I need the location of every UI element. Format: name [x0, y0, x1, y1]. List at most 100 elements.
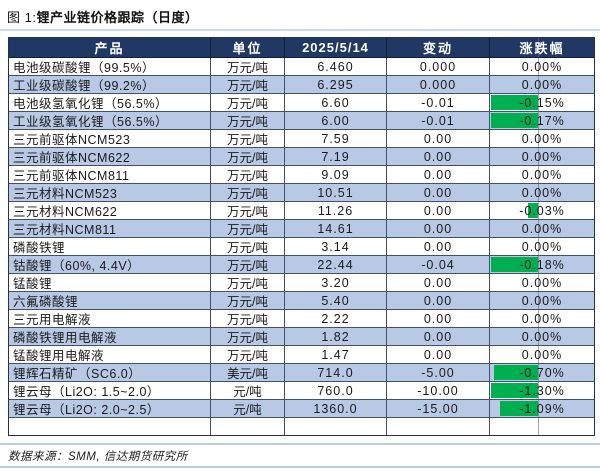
product-cell: 三元用电解液 — [9, 310, 211, 328]
negative-change-bar — [491, 113, 538, 128]
product-cell: 锂云母（Li2O: 2.0~2.5） — [9, 400, 211, 418]
header-change: 变动 — [387, 38, 490, 58]
table-row: 电池级氢氧化锂（56.5%） 万元/吨 6.60 -0.01 -0.15% — [9, 94, 594, 112]
table-row: 六氟磷酸锂 万元/吨 5.40 0.00 0.00% — [9, 292, 594, 310]
change-cell: -15.00 — [387, 400, 490, 418]
product-cell-text: 锂云母（Li2O: 2.0~2.5） — [13, 403, 160, 417]
pct-cell: -0.18% — [490, 256, 594, 274]
price-cell-text: 5.40 — [321, 293, 350, 308]
price-cell-text: 6.00 — [321, 113, 350, 128]
pct-cell-text: 0.00% — [521, 239, 563, 254]
pct-cell: -1.30% — [490, 382, 594, 400]
change-cell: 0.000 — [387, 58, 490, 76]
pct-cell-text: 0.00% — [521, 167, 563, 182]
price-cell: 1.82 — [285, 328, 387, 346]
product-cell: 六氟磷酸锂 — [9, 292, 211, 310]
table-row: 锂云母（Li2O: 2.0~2.5） 元/吨 1360.0 -15.00 -1.09% — [9, 400, 594, 418]
product-cell-text: 锰酸锂用电解液 — [13, 349, 105, 363]
empty-change-cell — [387, 418, 490, 435]
table-row: 三元用电解液 万元/吨 2.22 0.00 0.00% — [9, 310, 594, 328]
pct-cell: -0.15% — [490, 94, 594, 112]
product-cell: 锂辉石精矿（SC6.0） — [9, 364, 211, 382]
product-cell: 三元材料NCM622 — [9, 202, 211, 220]
product-cell-text: 锂云母（Li2O: 1.5~2.0） — [13, 385, 160, 399]
unit-cell-text: 万元/吨 — [227, 115, 268, 129]
pct-cell: -0.70% — [490, 364, 594, 382]
pct-cell-text: 0.00% — [521, 311, 563, 326]
pct-cell: -0.03% — [490, 202, 594, 220]
unit-cell: 万元/吨 — [211, 76, 285, 94]
negative-change-bar — [528, 203, 538, 218]
title-divider — [0, 29, 600, 31]
table-row: 三元前驱体NCM622 万元/吨 7.19 0.00 0.00% — [9, 148, 594, 166]
unit-cell: 万元/吨 — [211, 310, 285, 328]
change-cell-text: 0.00 — [423, 311, 453, 326]
product-cell: 锰酸锂用电解液 — [9, 346, 211, 364]
change-cell: 0.00 — [387, 310, 490, 328]
table-row: 三元材料NCM622 万元/吨 11.26 0.00 -0.03% — [9, 202, 594, 220]
change-cell: 0.00 — [387, 346, 490, 364]
pct-cell-text: -1.30% — [519, 383, 565, 398]
price-cell-text: 7.59 — [321, 131, 350, 146]
price-cell: 6.295 — [285, 76, 387, 94]
empty-product-cell — [9, 418, 211, 435]
product-cell-text: 电池级氢氧化锂（56.5%） — [13, 97, 168, 111]
product-cell: 电池级碳酸锂（99.5%） — [9, 58, 211, 76]
table-row: 工业级氢氧化锂（56.5%） 万元/吨 6.00 -0.01 -0.17% — [9, 112, 594, 130]
unit-cell-text: 元/吨 — [233, 403, 262, 417]
product-cell-text: 三元用电解液 — [13, 313, 92, 327]
product-cell-text: 磷酸铁锂用电解液 — [13, 331, 118, 345]
unit-cell: 万元/吨 — [211, 94, 285, 112]
unit-cell: 美元/吨 — [211, 364, 285, 382]
header-date: 2025/5/14 — [285, 38, 387, 58]
unit-cell-text: 万元/吨 — [227, 151, 268, 165]
pct-cell-text: 0.00% — [521, 149, 563, 164]
product-cell-text: 三元前驱体NCM523 — [13, 133, 131, 147]
unit-cell-text: 万元/吨 — [227, 295, 268, 309]
pct-cell-text: 0.00% — [521, 329, 563, 344]
table-row: 电池级碳酸锂（99.5%） 万元/吨 6.460 0.000 0.00% — [9, 58, 594, 76]
unit-cell: 万元/吨 — [211, 202, 285, 220]
price-cell-text: 22.44 — [317, 257, 354, 272]
pct-cell-text: 0.00% — [521, 185, 563, 200]
price-cell-text: 7.19 — [321, 149, 350, 164]
unit-cell: 元/吨 — [211, 382, 285, 400]
table-row: 三元材料NCM811 万元/吨 14.61 0.00 0.00% — [9, 220, 594, 238]
change-cell: 0.00 — [387, 274, 490, 292]
unit-cell: 万元/吨 — [211, 184, 285, 202]
pct-cell-text: 0.00% — [521, 221, 563, 236]
change-cell-text: 0.00 — [423, 275, 453, 290]
product-cell: 电池级氢氧化锂（56.5%） — [9, 94, 211, 112]
product-cell-text: 钴酸锂（60%, 4.4V） — [13, 259, 141, 273]
change-cell-text: 0.000 — [419, 77, 457, 92]
change-cell-text: 0.00 — [423, 347, 453, 362]
table-row: 锂云母（Li2O: 1.5~2.0） 元/吨 760.0 -10.00 -1.30% — [9, 382, 594, 400]
negative-change-bar — [491, 95, 538, 110]
product-cell-text: 三元前驱体NCM622 — [13, 151, 131, 165]
product-cell: 三元前驱体NCM811 — [9, 166, 211, 184]
unit-cell-text: 万元/吨 — [227, 187, 268, 201]
pct-cell: 0.00% — [490, 76, 594, 94]
price-cell-text: 714.0 — [317, 365, 354, 380]
table-row: 锰酸锂用电解液 万元/吨 1.47 0.00 0.00% — [9, 346, 594, 364]
change-cell: 0.00 — [387, 238, 490, 256]
table-row: 三元材料NCM523 万元/吨 10.51 0.00 0.00% — [9, 184, 594, 202]
pct-cell-text: 0.00% — [521, 77, 563, 92]
header-product: 产品 — [9, 38, 211, 58]
header-unit: 单位 — [211, 38, 285, 58]
product-cell: 钴酸锂（60%, 4.4V） — [9, 256, 211, 274]
price-cell: 11.26 — [285, 202, 387, 220]
table-header-row: 产品 单位 2025/5/14 变动 涨跌幅 — [9, 38, 594, 58]
unit-cell-text: 万元/吨 — [227, 205, 268, 219]
pct-cell: -0.17% — [490, 112, 594, 130]
pct-cell: 0.00% — [490, 310, 594, 328]
pct-cell-text: 0.00% — [521, 275, 563, 290]
unit-cell-text: 万元/吨 — [227, 79, 268, 93]
pct-cell-text: 0.00% — [521, 131, 563, 146]
unit-cell: 万元/吨 — [211, 130, 285, 148]
footer-divider-top — [0, 443, 600, 445]
header-pct-change: 涨跌幅 — [490, 38, 594, 58]
table-row: 磷酸铁锂用电解液 万元/吨 1.82 0.00 0.00% — [9, 328, 594, 346]
pct-cell: 0.00% — [490, 184, 594, 202]
unit-cell: 万元/吨 — [211, 292, 285, 310]
